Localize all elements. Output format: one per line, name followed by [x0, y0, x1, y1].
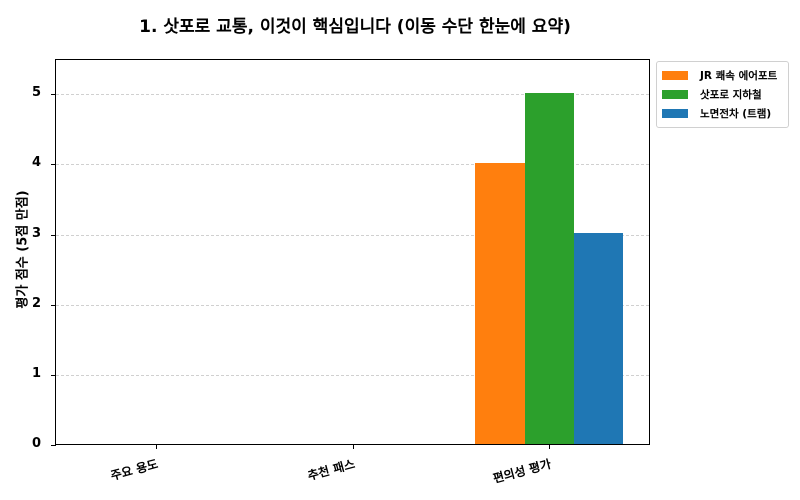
- legend-item: 삿포로 지하철: [662, 85, 783, 104]
- y-tick-label: 1: [31, 366, 41, 381]
- legend-swatch-orange: [662, 71, 688, 80]
- x-tick-label: 편의성 평가: [491, 456, 553, 486]
- chart-title: 1. 삿포로 교통, 이것이 핵심입니다 (이동 수단 한눈에 요약): [139, 17, 571, 37]
- bar-sapporo-subway: [525, 93, 574, 444]
- legend-label: JR 쾌속 에어포트: [700, 70, 778, 82]
- y-tick-label: 2: [31, 296, 41, 311]
- bar-jr-rapid-airport: [475, 163, 525, 444]
- legend-label: 노면전차 (트램): [700, 108, 772, 120]
- y-tick-label: 4: [31, 155, 41, 170]
- y-tick: [51, 94, 56, 95]
- legend-item: JR 쾌속 에어포트: [662, 66, 783, 85]
- x-tick-label: 추천 패스: [305, 456, 357, 483]
- legend-label: 삿포로 지하철: [700, 89, 762, 101]
- gridline: [56, 375, 649, 376]
- y-tick: [51, 445, 56, 446]
- plot-area: 0 1 2 3 4 5: [32, 59, 650, 451]
- x-tick: [549, 444, 550, 449]
- y-tick: [51, 164, 56, 165]
- x-tick: [156, 444, 157, 449]
- gridline: [56, 94, 649, 95]
- bar-streetcar: [574, 233, 623, 444]
- gridline: [56, 305, 649, 306]
- legend: JR 쾌속 에어포트 삿포로 지하철 노면전차 (트램): [656, 61, 789, 128]
- y-tick: [51, 235, 56, 236]
- legend-item: 노면전차 (트램): [662, 104, 783, 123]
- gridline: [56, 235, 649, 236]
- legend-swatch-blue: [662, 109, 688, 118]
- legend-swatch-green: [662, 90, 688, 99]
- y-tick: [51, 305, 56, 306]
- x-tick: [353, 444, 354, 449]
- y-tick-label: 5: [31, 85, 41, 100]
- y-tick-label: 3: [31, 226, 41, 241]
- gridline: [56, 164, 649, 165]
- x-tick-label: 주요 용도: [108, 456, 160, 483]
- y-tick: [51, 375, 56, 376]
- y-tick-label: 0: [31, 436, 41, 451]
